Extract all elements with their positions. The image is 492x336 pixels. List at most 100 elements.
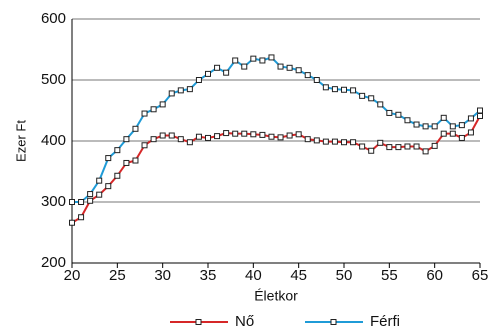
series-line	[72, 56, 481, 203]
point	[186, 86, 193, 93]
point	[467, 115, 474, 122]
point	[350, 87, 357, 94]
x-tick-label: 60	[426, 267, 443, 284]
point	[132, 157, 139, 164]
point	[214, 64, 221, 71]
y-tick-label: 600	[41, 10, 66, 27]
x-tick-label: 45	[290, 267, 307, 284]
point	[395, 111, 402, 118]
point	[195, 133, 202, 140]
point	[331, 138, 338, 145]
point	[150, 106, 157, 113]
point	[386, 109, 393, 116]
point	[440, 130, 447, 137]
y-tick-label: 400	[41, 132, 66, 149]
point	[259, 131, 266, 138]
y-axis-label: Ezer Ft	[13, 120, 28, 162]
point	[159, 101, 166, 108]
point	[268, 54, 275, 61]
point	[295, 67, 302, 74]
point	[431, 123, 438, 130]
x-tick-label: 65	[472, 267, 489, 284]
point	[123, 159, 130, 166]
point	[313, 137, 320, 144]
point	[96, 177, 103, 184]
point	[377, 101, 384, 108]
point	[377, 139, 384, 146]
point	[69, 199, 75, 205]
point	[341, 139, 347, 146]
point	[141, 142, 148, 149]
point	[286, 132, 293, 139]
point	[259, 57, 266, 64]
point	[322, 138, 329, 145]
point	[467, 129, 474, 136]
point	[413, 143, 420, 150]
series-line	[71, 115, 481, 224]
legend-marker	[330, 319, 337, 325]
point	[177, 87, 184, 94]
point	[223, 130, 230, 137]
x-tick-label: 55	[381, 267, 398, 284]
point	[368, 147, 375, 154]
point	[404, 143, 411, 150]
point	[195, 77, 202, 83]
point	[105, 183, 112, 190]
point	[295, 131, 302, 138]
point	[331, 86, 338, 93]
point	[78, 214, 85, 221]
point	[395, 144, 402, 151]
point	[223, 69, 230, 76]
point	[87, 191, 94, 198]
y-tick-label: 500	[41, 71, 66, 88]
point	[177, 136, 184, 143]
point	[341, 86, 347, 93]
point	[359, 92, 366, 99]
x-tick-label: 35	[200, 267, 217, 284]
y-tick-label: 200	[41, 254, 66, 271]
point	[440, 114, 447, 121]
point	[304, 72, 311, 79]
point	[277, 63, 284, 70]
x-tick-label: 30	[154, 267, 171, 284]
point	[232, 130, 239, 137]
point	[431, 142, 438, 149]
point	[386, 144, 393, 151]
point	[132, 125, 139, 132]
point	[250, 55, 257, 62]
point	[477, 107, 483, 114]
point	[87, 197, 94, 204]
x-tick-label: 50	[336, 267, 353, 284]
legend-label: Férfi	[370, 313, 400, 330]
point	[449, 123, 456, 130]
y-tick-label: 300	[41, 193, 66, 210]
point	[304, 136, 311, 143]
point	[69, 219, 75, 226]
point	[78, 199, 85, 205]
point	[114, 172, 121, 179]
point	[449, 130, 456, 137]
point	[241, 130, 248, 137]
point	[322, 84, 329, 91]
legend-label: Nő	[235, 313, 254, 330]
point	[114, 147, 121, 154]
point	[159, 132, 166, 139]
point	[286, 64, 293, 71]
point	[205, 134, 211, 141]
point	[232, 57, 239, 64]
point	[123, 136, 130, 143]
point	[368, 95, 375, 102]
x-tick-label: 25	[109, 267, 126, 284]
point	[141, 110, 148, 117]
point	[168, 132, 175, 139]
point	[422, 123, 429, 130]
x-tick-label: 20	[64, 267, 81, 284]
point	[359, 143, 366, 150]
point	[313, 77, 320, 83]
point	[458, 122, 465, 129]
point	[168, 90, 175, 97]
x-tick-label: 40	[245, 267, 262, 284]
point	[413, 121, 420, 128]
point	[96, 191, 103, 198]
